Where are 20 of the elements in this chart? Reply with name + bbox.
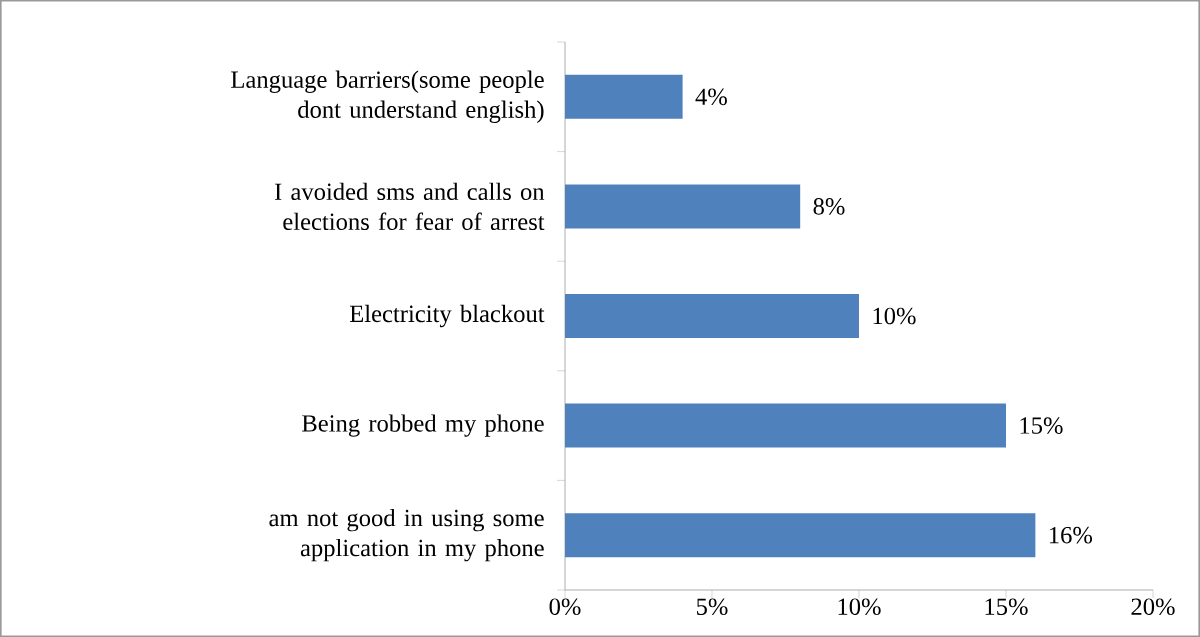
y-tick-label: I avoided sms and calls on elections for fear of arrest	[274, 182, 545, 231]
data-label: 10%	[873, 307, 916, 325]
x-tick-label: 0%	[549, 598, 581, 616]
y-tick-label: Being robbed my phone	[302, 414, 544, 437]
bar	[565, 403, 1006, 448]
data-label: 4%	[695, 88, 727, 106]
y-tick-label: Electricity blackout	[349, 304, 545, 328]
x-tick-label: 5%	[697, 598, 728, 616]
bar	[565, 74, 683, 119]
x-tick-label: 15%	[985, 598, 1028, 616]
y-tick-label: am not good in using some application in my phone	[269, 509, 544, 562]
bar	[565, 513, 1036, 558]
x-tick-label: 10%	[838, 598, 881, 616]
bar	[565, 184, 801, 229]
x-tick-label: 20%	[1131, 598, 1175, 616]
bar	[565, 294, 859, 338]
data-label: 16%	[1049, 526, 1093, 544]
data-label: 8%	[813, 198, 845, 215]
data-label: 15%	[1020, 417, 1063, 434]
y-tick-label: Language barriers(some people dont understand english)	[231, 70, 544, 123]
